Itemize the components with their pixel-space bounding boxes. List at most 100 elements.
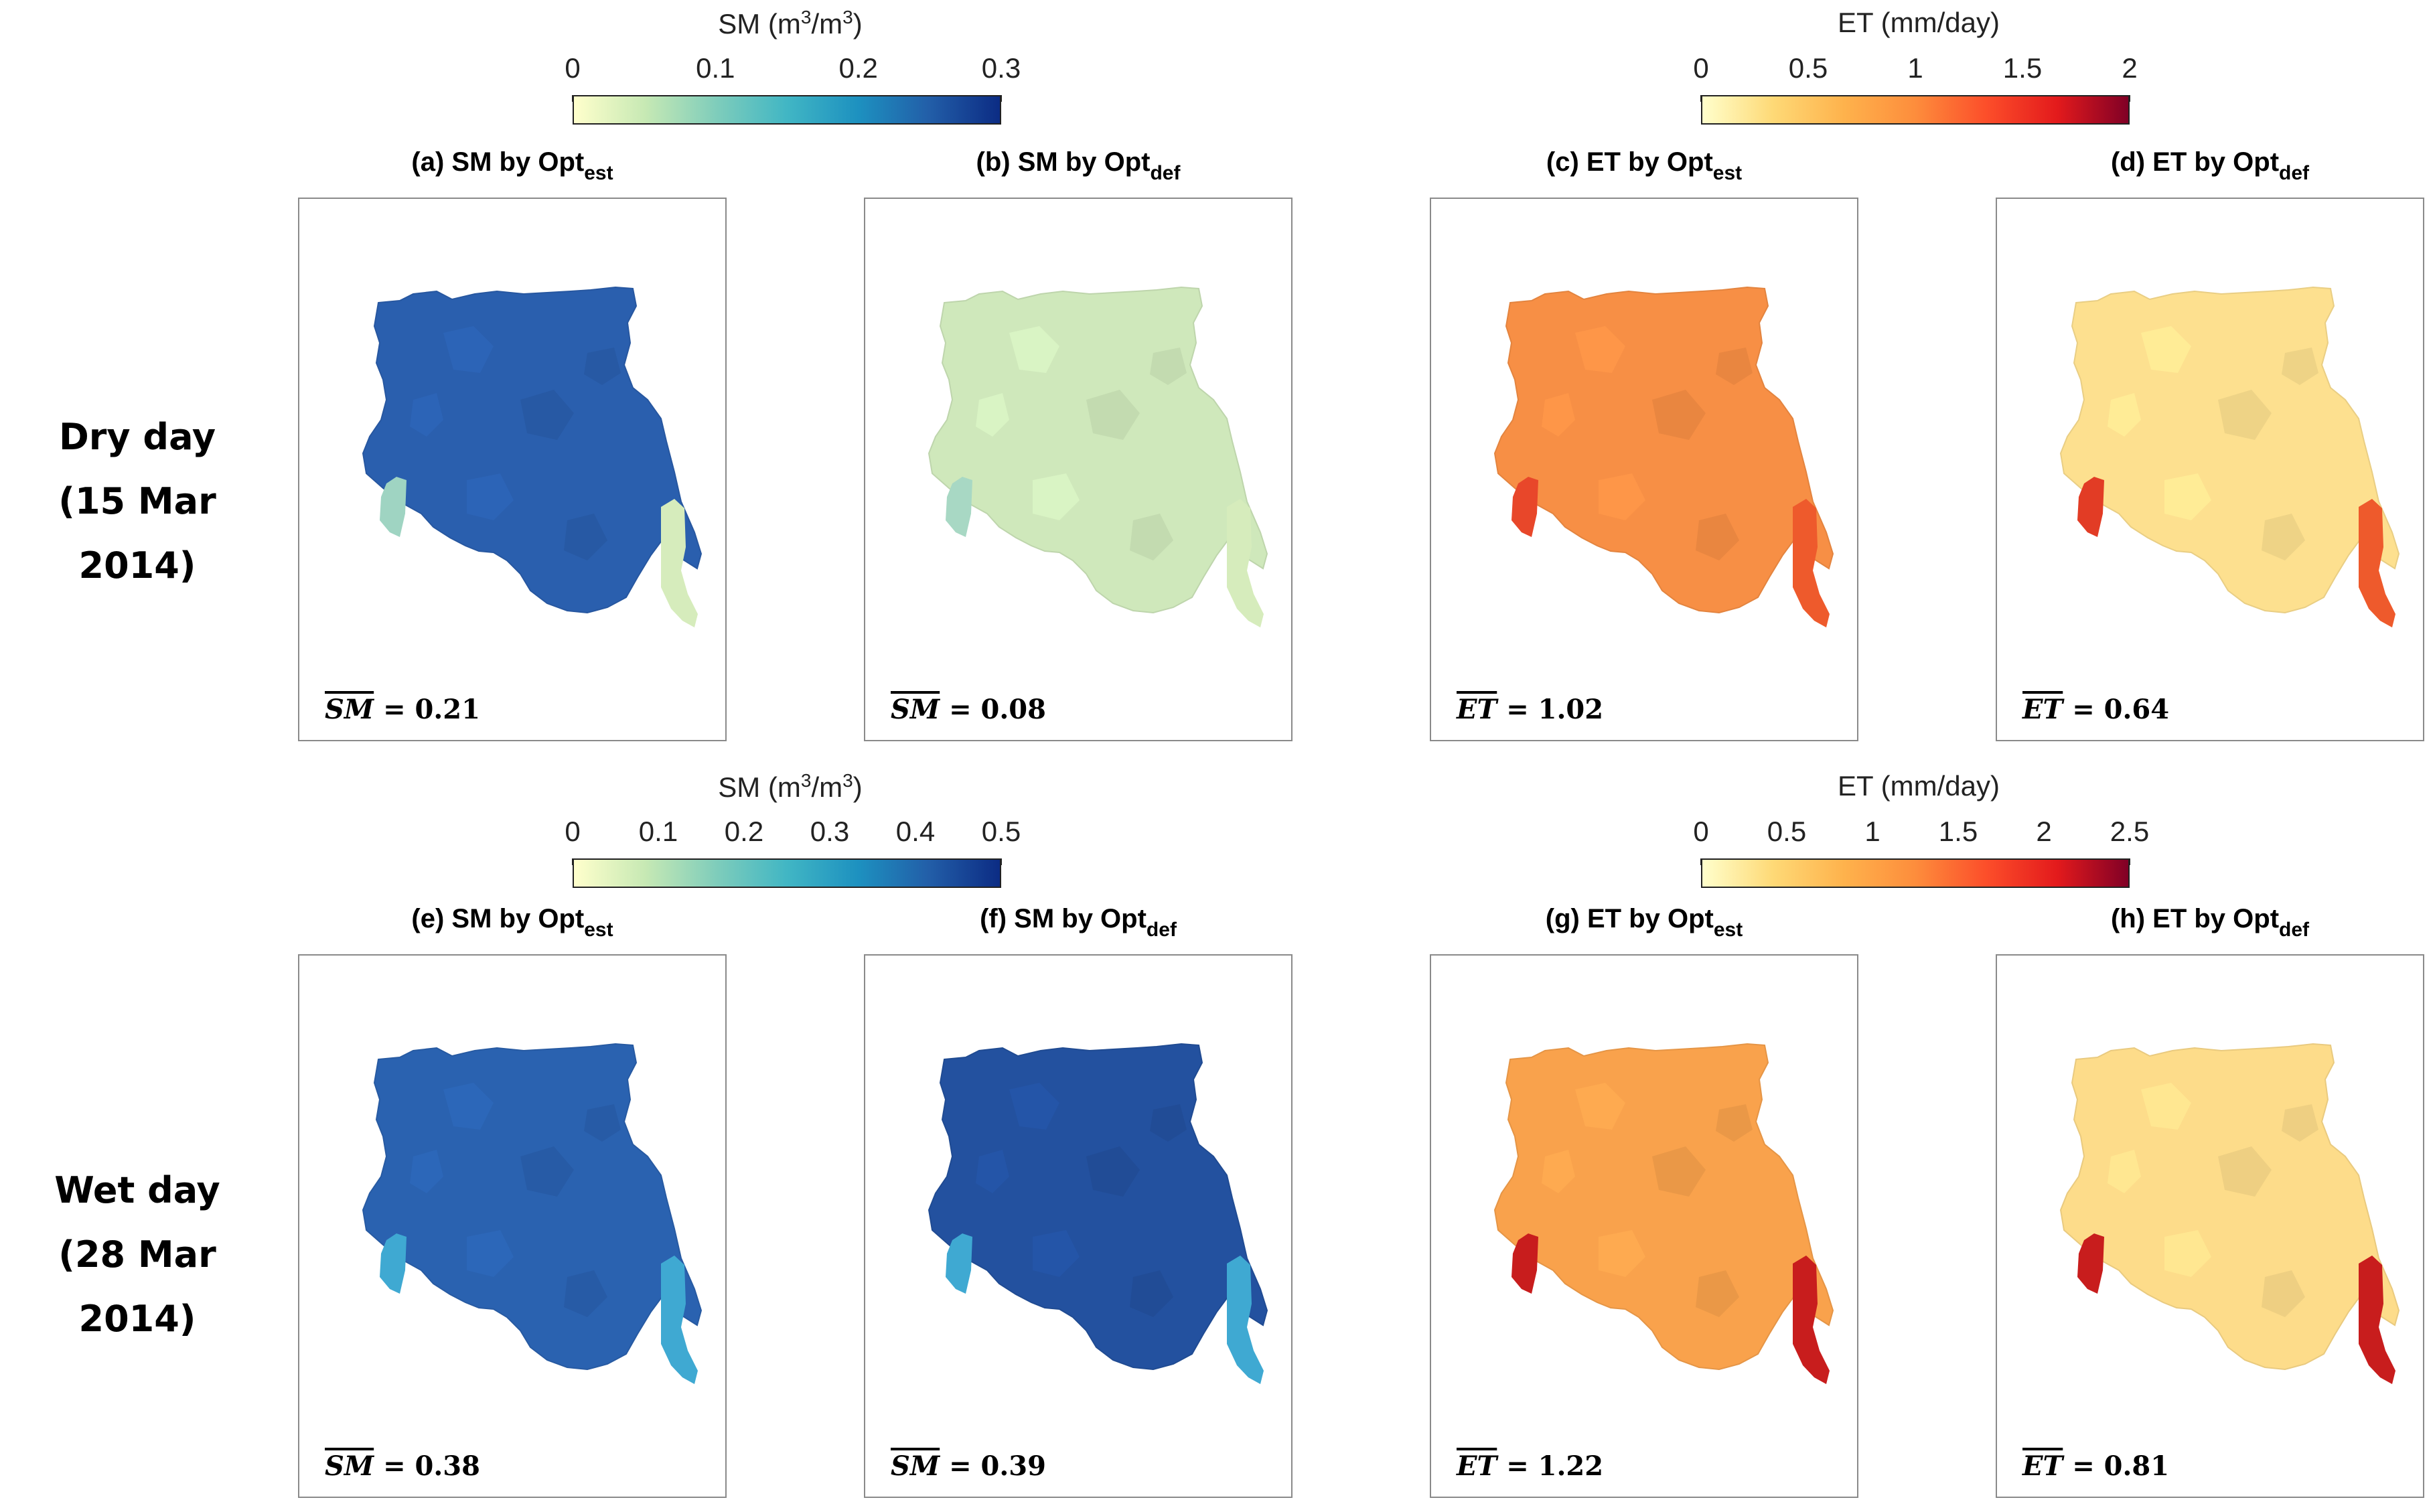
subcatchment-patch: [520, 1146, 574, 1197]
colorbar-title: ET (mm/day): [1838, 7, 2000, 38]
row-label-wet: Wet day (28 Mar 2014): [0, 1158, 275, 1351]
subcatchment-west: [380, 477, 407, 537]
watershed-map: [928, 286, 1268, 627]
mean-value-label: ET = 0.81: [2022, 1450, 2170, 1482]
subcatchment-patch: [443, 1083, 494, 1130]
colorbar-tick-label: 2: [2122, 52, 2138, 84]
colorbar-tick-label: 0: [1693, 816, 1709, 847]
subcatchment-patch: [2164, 1230, 2211, 1277]
subcatchment-patch: [2141, 1083, 2191, 1130]
watershed-map: [928, 1043, 1268, 1384]
colorbar-sm-wet: SM (m3/m3) 0 0.1 0.2 0.3 0.4 0.5: [565, 770, 1021, 891]
colorbar-tick-label: 1: [1907, 52, 1923, 84]
subcatchment-patch: [564, 1270, 607, 1317]
subcatchment-east: [1793, 1256, 1830, 1384]
row-label-dry: Dry day (15 Mar 2014): [0, 405, 275, 598]
watershed-area: [928, 286, 1268, 614]
colorbar-tick-label: 1.5: [2002, 52, 2043, 84]
subcatchment-patch: [1086, 390, 1140, 440]
colorbar-tick-mark: [1001, 95, 1002, 102]
mean-value-label: SM = 0.08: [891, 694, 1046, 725]
colorbar-tick-label: 0.3: [981, 52, 1021, 84]
subcatchment-east: [661, 1256, 698, 1384]
colorbar-tick-label: 2: [2036, 816, 2052, 847]
watershed-area: [362, 1043, 703, 1371]
subcatchment-patch: [2282, 348, 2318, 385]
map-panel: ET = 1.02: [1430, 198, 1858, 741]
panel-title: (e) SM by Optest: [411, 904, 613, 941]
subcatchment-patch: [1033, 1230, 1080, 1277]
colorbar-title: SM (m3/m3): [718, 770, 863, 803]
subcatchment-patch: [520, 390, 574, 440]
watershed-area: [1493, 286, 1834, 614]
subcatchment-patch: [1716, 348, 1753, 385]
subcatchment-west: [946, 1233, 972, 1294]
mean-value-label: ET = 1.22: [1457, 1450, 1604, 1482]
subcatchment-west: [380, 1233, 407, 1294]
subcatchment-patch: [410, 393, 443, 437]
subcatchment-patch: [1009, 1083, 1059, 1130]
colorbar-tick-mark: [1001, 858, 1002, 865]
colorbar-tick-label: 1: [1864, 816, 1880, 847]
watershed-area: [2059, 286, 2400, 614]
watershed-area: [2059, 1043, 2400, 1371]
subcatchment-patch: [467, 1230, 514, 1277]
panel-title: (d) ET by Optdef: [2110, 147, 2310, 184]
subcatchment-patch: [1599, 1230, 1645, 1277]
panel-title: (b) SM by Optdef: [976, 147, 1181, 184]
panel-title: (c) ET by Optest: [1546, 147, 1743, 184]
row-label-wet-line1: Wet day: [54, 1169, 220, 1211]
subcatchment-patch: [976, 393, 1009, 437]
map-panel: ET = 1.22: [1430, 954, 1858, 1498]
map-panel: SM = 0.08: [864, 198, 1293, 741]
colorbar-et-wet: ET (mm/day) 0 0.5 1 1.5 2 2.5: [1693, 770, 2149, 891]
subcatchment-west: [2077, 1233, 2104, 1294]
subcatchment-east: [1227, 1256, 1264, 1384]
subcatchment-patch: [1652, 1146, 1706, 1197]
subcatchment-patch: [2108, 1150, 2141, 1193]
subcatchment-patch: [2164, 473, 2211, 520]
watershed-map: [362, 286, 703, 627]
colorbar-gradient: [573, 95, 1001, 125]
colorbar-tick-label: 0: [565, 816, 581, 847]
watershed-area: [928, 1043, 1268, 1371]
map-panel: SM = 0.39: [864, 954, 1293, 1498]
colorbar-tick-label: 0.2: [724, 816, 764, 847]
colorbar-tick-label: 0.2: [838, 52, 878, 84]
panel-title: (h) ET by Optdef: [2110, 904, 2310, 941]
subcatchment-patch: [976, 1150, 1009, 1193]
subcatchment-west: [946, 477, 972, 537]
watershed-map: [2059, 286, 2400, 627]
subcatchment-east: [2359, 499, 2395, 627]
colorbar-tick-label: 0.5: [981, 816, 1021, 847]
watershed-map: [362, 1043, 703, 1384]
colorbar-tick-label: 0.3: [810, 816, 850, 847]
mean-value-label: SM = 0.39: [891, 1450, 1046, 1482]
colorbar-tick-label: 0: [1693, 52, 1709, 84]
subcatchment-patch: [1542, 1150, 1575, 1193]
watershed-area: [362, 286, 703, 614]
subcatchment-patch: [584, 348, 621, 385]
row-label-wet-line2: (28 Mar 2014): [58, 1233, 216, 1340]
colorbar-sm-dry: SM (m3/m3) 0 0.1 0.2 0.3: [565, 7, 1021, 127]
subcatchment-patch: [1130, 1270, 1173, 1317]
subcatchment-east: [1793, 499, 1830, 627]
subcatchment-patch: [2218, 390, 2272, 440]
subcatchment-patch: [2262, 514, 2305, 560]
subcatchment-patch: [1130, 514, 1173, 560]
colorbar-tick-label: 0.5: [1767, 816, 1807, 847]
subcatchment-east: [661, 499, 698, 627]
subcatchment-patch: [2141, 326, 2191, 373]
map-panel: SM = 0.38: [298, 954, 727, 1498]
watershed-map: [1493, 1043, 1834, 1384]
subcatchment-patch: [2282, 1104, 2318, 1142]
mean-value-label: SM = 0.38: [325, 1450, 480, 1482]
colorbar-tick-label: 0.5: [1788, 52, 1828, 84]
subcatchment-patch: [2262, 1270, 2305, 1317]
colorbar-tick-mark: [2129, 95, 2130, 102]
map-panel: ET = 0.81: [1996, 954, 2424, 1498]
subcatchment-patch: [1599, 473, 1645, 520]
panel-title: (f) SM by Optdef: [980, 904, 1177, 941]
colorbar-tick-label: 0.1: [638, 816, 678, 847]
subcatchment-patch: [1150, 1104, 1187, 1142]
